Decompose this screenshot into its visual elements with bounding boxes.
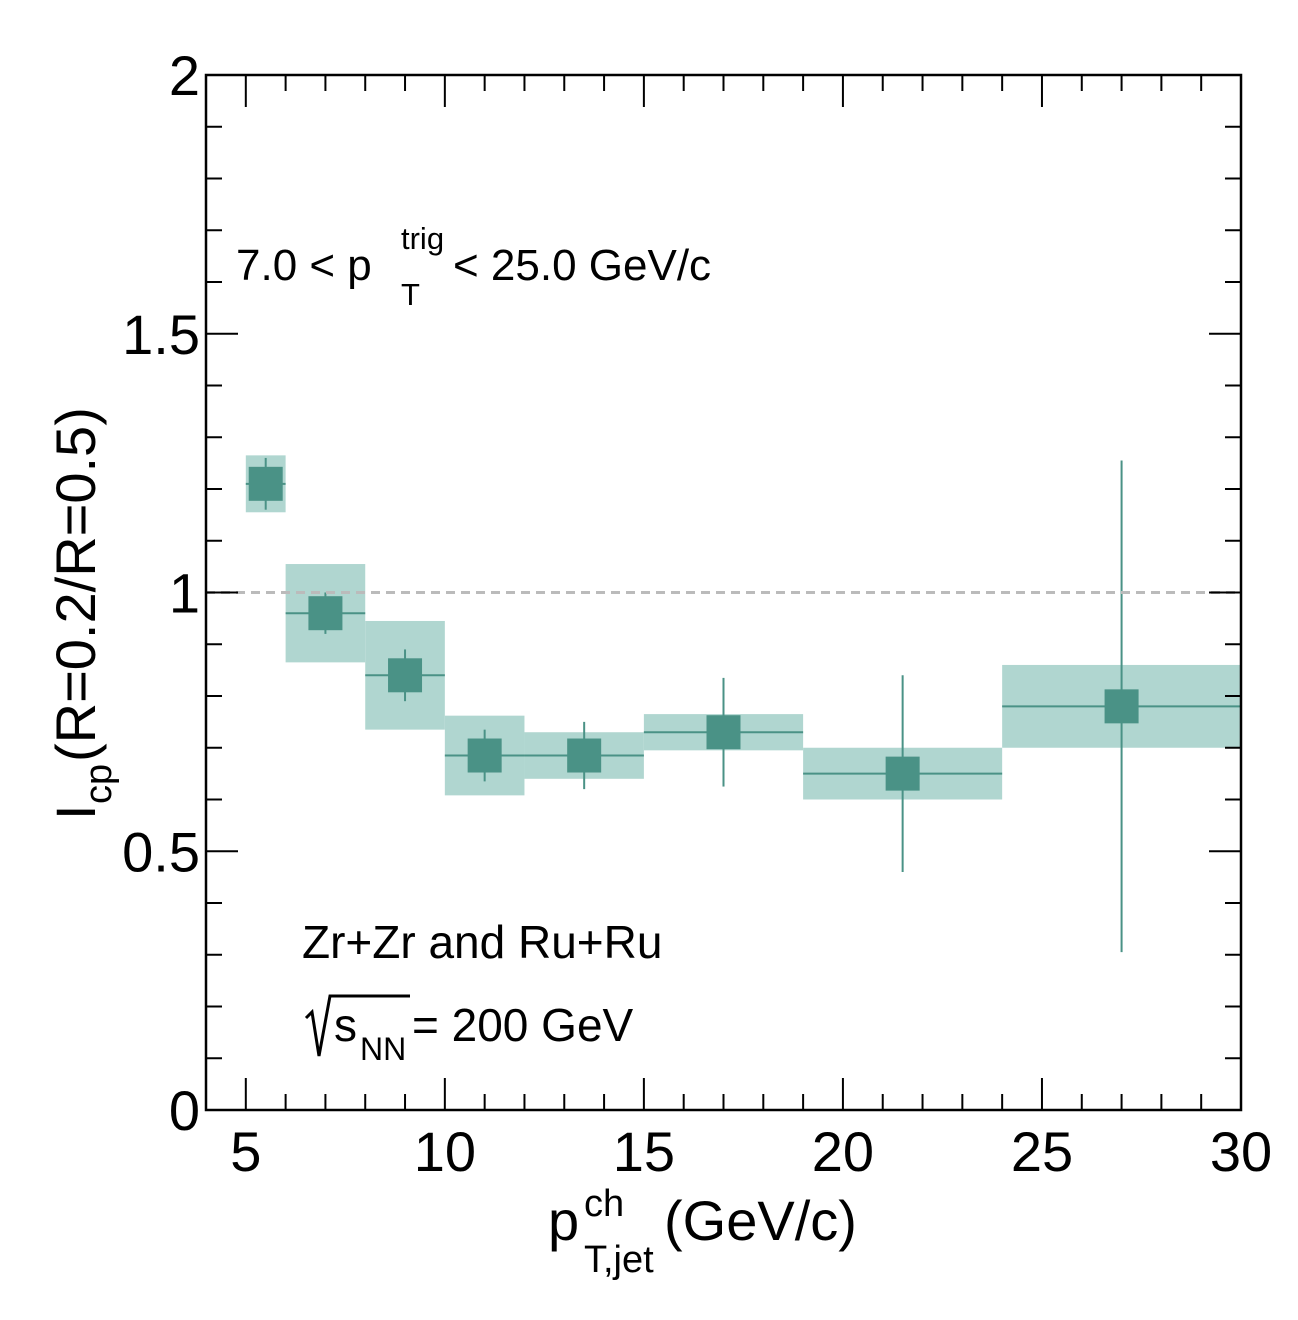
x-axis-label-unit: (GeV/c) [664, 1189, 857, 1252]
x-tick-label: 15 [613, 1120, 675, 1183]
trigger-range-sub: T [401, 277, 420, 312]
data-point [885, 756, 920, 791]
data-point [308, 596, 343, 631]
y-tick-label: 1.5 [122, 303, 200, 366]
y-axis-label-sub: cp [78, 764, 120, 804]
plot-frame [204, 73, 1243, 1112]
x-tick-label: 30 [1210, 1120, 1272, 1183]
data-point [467, 738, 502, 773]
plot-marks [245, 455, 1241, 953]
data-point [706, 715, 741, 750]
energy-s: s [334, 999, 357, 1051]
y-tick-label: 1 [169, 562, 200, 625]
data-point [567, 738, 602, 773]
data-point [388, 658, 423, 693]
y-axis-label: I cp (R=0.2/R=0.5) [44, 407, 120, 820]
x-tick-label: 10 [414, 1120, 476, 1183]
x-tick-label: 5 [230, 1120, 261, 1183]
x-tick-label: 25 [1011, 1120, 1073, 1183]
data-point [1104, 689, 1139, 724]
y-axis-label-main: I [44, 804, 107, 820]
data-point [248, 466, 283, 501]
x-tick-label: 20 [812, 1120, 874, 1183]
trigger-range-sup: trig [401, 221, 444, 256]
x-axis-label-sup: ch [584, 1183, 624, 1225]
y-tick-label: 2 [169, 44, 200, 107]
collision-system: Zr+Zr and Ru+Ru [302, 916, 662, 968]
y-tick-label: 0 [169, 1079, 200, 1142]
energy-sub: NN [360, 1031, 406, 1067]
y-tick-label: 0.5 [122, 820, 200, 883]
trigger-range-suffix: < 25.0 GeV/c [453, 241, 711, 290]
trigger-range-prefix: 7.0 < p [236, 241, 372, 290]
energy-value: = 200 GeV [412, 999, 634, 1051]
x-axis-label: p [548, 1189, 579, 1252]
x-axis-label-main: p [548, 1189, 579, 1252]
sqrt-symbol [304, 994, 410, 1057]
tick-labels: 5 10 15 20 25 30 0 0.5 1 1.5 2 [122, 44, 1272, 1183]
x-axis-label-sub: T,jet [584, 1239, 654, 1281]
y-axis-label-rest: (R=0.2/R=0.5) [44, 407, 107, 762]
